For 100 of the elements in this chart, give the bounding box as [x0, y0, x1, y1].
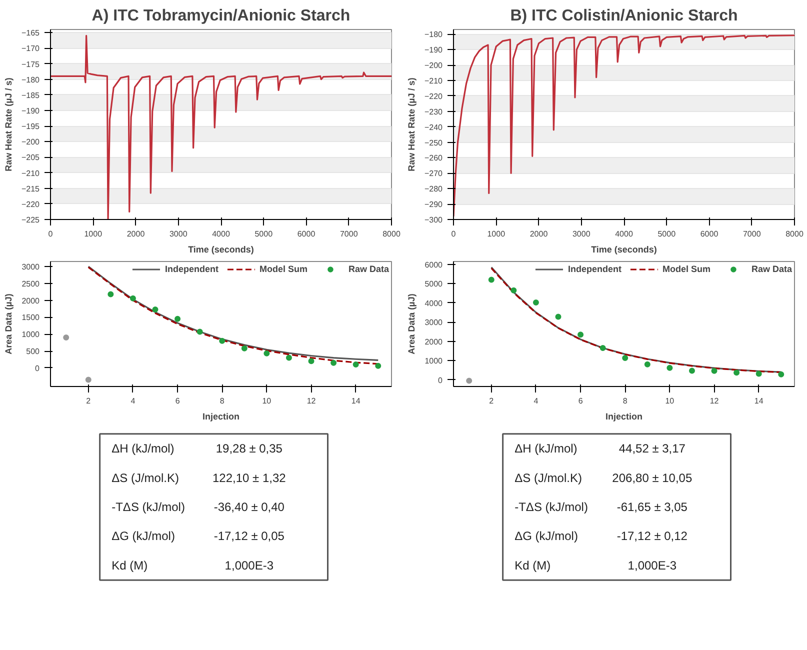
y-tick-label: 1500 [22, 313, 40, 322]
point [375, 362, 382, 369]
point [286, 354, 292, 361]
y-tick-label: −260 [424, 154, 444, 163]
x-tick-label: 14 [351, 396, 361, 406]
y-tick-label: −225 [21, 216, 40, 224]
x-tick-label: 8 [220, 396, 225, 406]
category-label: Kd (M) [112, 558, 148, 572]
y-tick-label: 5000 [424, 280, 444, 289]
x-tick-label: 6000 [297, 230, 316, 238]
point [600, 345, 606, 352]
point [152, 306, 158, 312]
category-label: ΔH (kJ/mol) [514, 442, 578, 456]
y-tick-label: −195 [21, 122, 40, 132]
text: 1,000E-3 [628, 558, 677, 572]
x-tick-label: 7000 [340, 230, 358, 238]
point [488, 276, 494, 283]
x-tick-label: 12 [306, 396, 316, 406]
y-tick-label: −215 [21, 184, 40, 194]
point [622, 355, 628, 362]
y-tick-label: −210 [21, 168, 40, 178]
x-tick-label: 12 [710, 396, 720, 406]
x-tick-label: 8000 [382, 230, 401, 238]
y-tick-label: −165 [21, 28, 40, 38]
point [219, 338, 226, 344]
y-tick-label: −270 [424, 169, 444, 178]
point [688, 368, 695, 374]
x-tick-label: 4000 [615, 230, 634, 238]
y-tick-label: −220 [424, 92, 444, 101]
text: -17,12 ± 0,05 [214, 529, 285, 544]
y-tick-label: 4000 [424, 298, 444, 308]
y-tick-label: −280 [424, 184, 444, 194]
y-tick-label: −205 [21, 153, 40, 162]
y-tick-label: −170 [21, 44, 40, 54]
x-axis-title: Time (seconds) [591, 244, 657, 254]
x-tick-label: 6 [578, 396, 584, 406]
x-tick-label: 5000 [658, 230, 676, 238]
legend-label: Raw Data [348, 263, 389, 275]
legend-label: Independent [568, 263, 622, 275]
point [466, 378, 472, 384]
category-label: ΔH (kJ/mol) [112, 442, 174, 456]
x-tick-label: 10 [262, 396, 272, 406]
category-label: ΔG (kJ/mol) [514, 529, 578, 544]
x-tick-label: 5000 [254, 230, 274, 238]
point [510, 287, 517, 294]
x-tick-label: 1000 [487, 230, 506, 238]
y-tick-label: −210 [424, 76, 444, 86]
x-tick-label: 1000 [84, 230, 103, 238]
x-tick-label: 7000 [742, 230, 762, 238]
point [778, 371, 784, 378]
point [63, 334, 70, 341]
x-tick-label: 4000 [212, 230, 230, 238]
y-axis-title: Area Data (µJ) [4, 294, 14, 354]
legend-label: Model Sum [259, 263, 308, 275]
x-tick-label: 2 [86, 396, 92, 406]
point [555, 314, 562, 320]
y-axis-title: Raw Heat Rate (µJ / s) [406, 78, 416, 172]
point [578, 332, 584, 338]
y-tick-label: −240 [424, 122, 444, 132]
text: -61,65 ± 3,05 [616, 500, 688, 514]
y-tick-label: 0 [438, 376, 444, 385]
text: 19,28 ± 0,35 [216, 442, 283, 456]
y-tick-label: 0 [35, 364, 40, 373]
point [756, 370, 762, 377]
category-label: ΔS (J/mol.K) [112, 470, 179, 485]
y-tick-label: −300 [424, 216, 444, 224]
category-label: Kd (M) [514, 558, 551, 572]
category-label: ΔS (J/mol.K) [514, 470, 582, 485]
point [734, 370, 740, 376]
x-tick-label: 2000 [530, 230, 548, 238]
text: 122,10 ± 1,32 [212, 470, 286, 485]
x-tick-label: 0 [451, 230, 456, 238]
point [352, 362, 359, 368]
text: 1,000E-3 [224, 558, 274, 572]
point [644, 361, 650, 368]
category-label: ΔG (kJ/mol) [112, 529, 175, 544]
point [264, 350, 270, 356]
y-tick-label: −190 [424, 46, 444, 55]
x-tick-label: 3000 [572, 230, 591, 238]
y-tick-label: −175 [21, 60, 40, 69]
text: 206,80 ± 10,05 [612, 470, 692, 485]
y-tick-label: 6000 [424, 260, 444, 270]
point [174, 316, 181, 322]
x-tick-label: 10 [665, 396, 675, 406]
line-series [454, 34, 794, 218]
y-tick-label: −250 [424, 138, 444, 148]
y-tick-label: 500 [26, 347, 40, 356]
x-tick-label: 4 [130, 396, 136, 406]
x-axis-title: Time (seconds) [188, 244, 254, 254]
point [108, 291, 114, 298]
y-tick-label: −200 [21, 138, 40, 147]
y-tick-label: 2500 [22, 279, 40, 288]
y-tick-label: 2000 [424, 337, 444, 346]
text: 44,52 ± 3,17 [618, 442, 686, 456]
point [130, 295, 136, 302]
legend-label: Independent [164, 263, 218, 275]
x-axis-title: Injection [202, 412, 240, 422]
point [532, 299, 539, 306]
y-tick-label: −200 [424, 61, 444, 70]
x-tick-label: 0 [48, 230, 54, 238]
